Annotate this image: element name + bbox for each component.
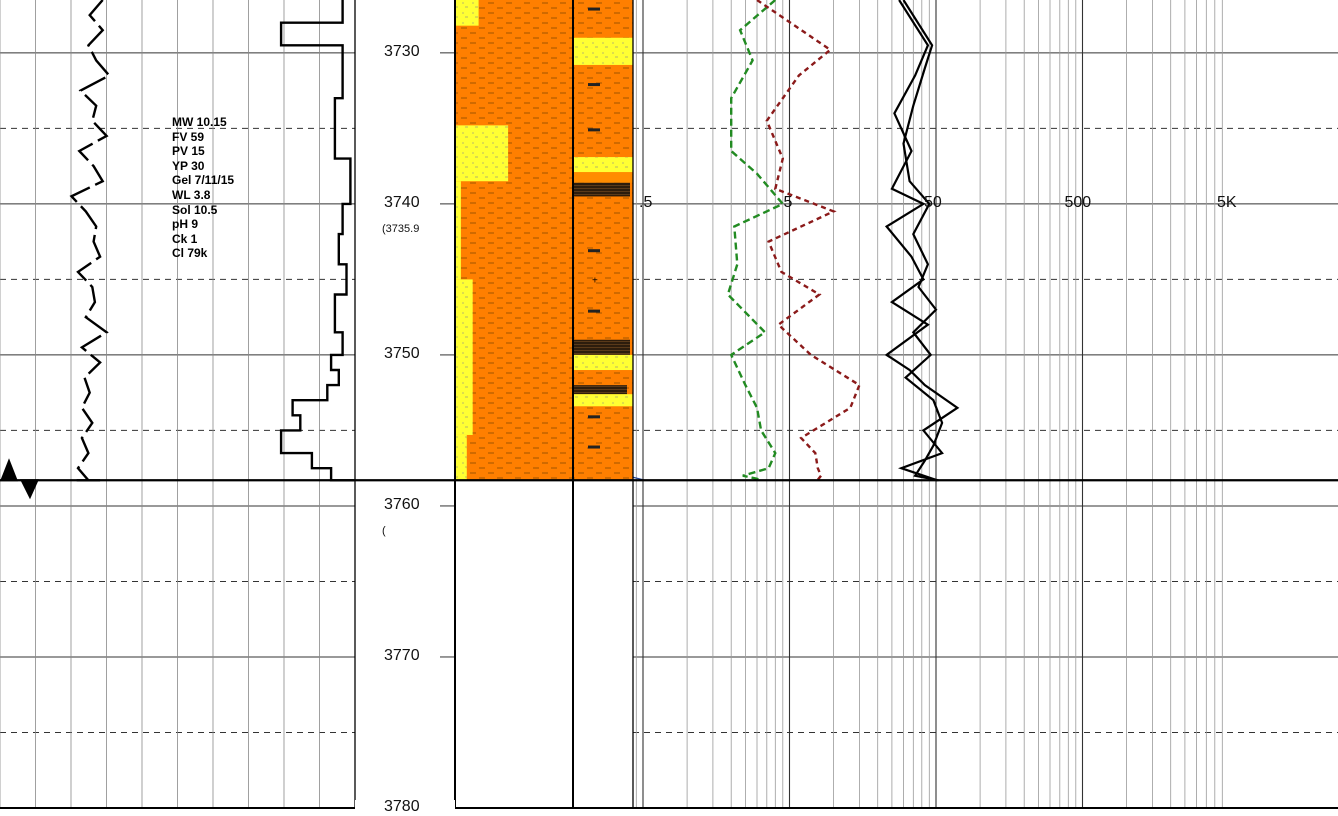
lith-layer: [573, 339, 630, 355]
depth-tick-label: 3730: [384, 42, 420, 60]
depth-tick-label: 3780: [384, 798, 420, 815]
resistivity-scale-label: 500: [1064, 193, 1092, 211]
marker-down-triangle: [20, 479, 39, 500]
resistivity-scale-label: 5: [783, 193, 793, 211]
lith-symbol: [588, 7, 600, 11]
lith-layer: [455, 125, 509, 182]
lith-layer: [573, 394, 633, 407]
curve-series-3: [756, 0, 861, 482]
lith-symbol: [588, 415, 600, 419]
lith-symbol: [588, 445, 600, 449]
curve-series-2: [726, 0, 785, 482]
lith-col2-base: [573, 0, 633, 481]
depth-annotation: (3735.9: [382, 222, 420, 235]
mud-property-label: PV 15: [172, 144, 205, 159]
curve-series-1: [279, 0, 355, 482]
lith-layer: [573, 354, 633, 371]
resistivity-scale-label: 50: [924, 193, 942, 211]
lith-symbol: +: [592, 275, 598, 286]
mud-property-label: Ck 1: [172, 231, 198, 246]
curve-series-4: [884, 0, 960, 482]
curve-series-5: [902, 0, 944, 482]
lith-symbol: [588, 309, 600, 313]
depth-tick-label: 3740: [384, 193, 420, 211]
lithology-layer: +: [455, 0, 633, 481]
lith-symbol: [588, 83, 600, 87]
depth-track-mask: [355, 800, 455, 813]
resistivity-scale-label: 5K: [1217, 193, 1237, 211]
mud-property-label: MW 10.15: [172, 115, 227, 129]
mud-property-label: FV 59: [172, 129, 205, 144]
mud-property-label: Sol 10.5: [172, 202, 218, 217]
resistivity-scale-label: .5: [639, 193, 653, 211]
mud-property-label: Gel 7/11/15: [172, 173, 235, 188]
mud-property-label: YP 30: [172, 158, 205, 173]
marker-up-triangle: [0, 458, 18, 482]
lith-layer: [573, 172, 633, 183]
lith-symbol: [588, 249, 600, 253]
depth-tick-label: 3770: [384, 646, 420, 664]
mud-property-label: Cl 79k: [172, 246, 208, 261]
mud-property-label: WL 3.8: [172, 187, 211, 202]
depth-tick-label: 3750: [384, 344, 420, 362]
lith-layer: [573, 385, 627, 395]
lith-layer: [455, 0, 479, 26]
lith-layer: [573, 157, 633, 173]
lith-layer: [573, 182, 630, 197]
mud-property-label: pH 9: [172, 217, 199, 232]
lith-symbol: [588, 128, 600, 132]
lith-layer: [455, 279, 473, 435]
depth-annotation: (: [382, 524, 386, 537]
lith-col1-base: [455, 0, 573, 481]
depth-tick-label: 3760: [384, 495, 420, 513]
lith-layer: [573, 37, 633, 65]
curve-series-0: [69, 0, 112, 482]
lith-layer: [455, 434, 467, 481]
mud-properties-box: MW 10.15 FV 59 PV 15 YP 30 Gel 7/11/15 WL 3.8…: [172, 115, 234, 261]
lith-layer: [455, 181, 461, 280]
